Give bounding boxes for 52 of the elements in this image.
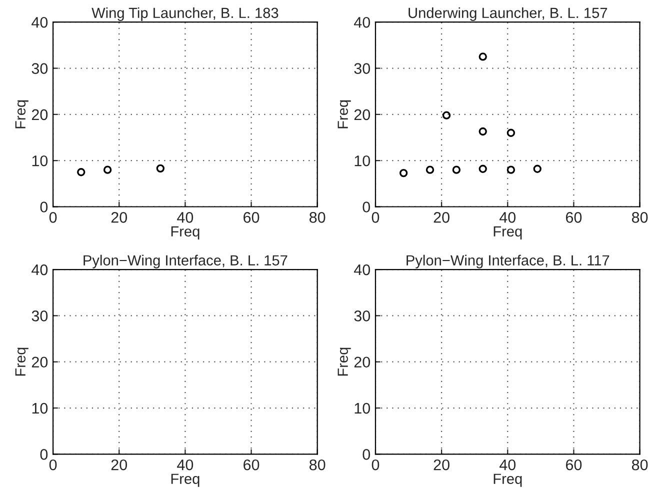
x-tick-label: 60 (566, 459, 582, 470)
x-tick-label: 20 (111, 459, 128, 470)
chart-title: Pylon−Wing Interface, B. L. 157 (84, 254, 288, 268)
y-tick-label: 0 (362, 449, 370, 460)
x-axis-title: Freq (171, 474, 200, 487)
x-axis-title: Freq (171, 226, 200, 240)
y-axis-title: Freq (15, 348, 28, 376)
y-tick-label: 10 (354, 155, 370, 166)
y-tick-label: 40 (354, 264, 370, 276)
x-tick-label: 40 (500, 459, 516, 470)
x-tick-label: 40 (177, 459, 194, 470)
y-tick-label: 0 (362, 202, 370, 212)
y-axis-title: Freq (15, 100, 28, 128)
x-tick-label: 40 (500, 212, 516, 223)
y-tick-label: 40 (32, 16, 48, 28)
x-tick-label: 40 (177, 212, 194, 223)
x-tick-label: 20 (434, 212, 450, 223)
chart-title: Wing Tip Launcher, B. L. 183 (92, 7, 278, 21)
y-tick-label: 30 (354, 310, 370, 322)
x-tick-label: 20 (111, 212, 128, 223)
x-axis-title: Freq (494, 474, 522, 487)
x-tick-label: 80 (632, 212, 648, 223)
y-tick-label: 30 (32, 310, 48, 322)
x-axis-title: Freq (494, 226, 522, 240)
chart-title: Underwing Launcher, B. L. 157 (408, 7, 608, 21)
x-tick-label: 80 (310, 459, 326, 470)
x-tick-label: 0 (372, 212, 380, 223)
y-tick-label: 20 (354, 356, 370, 368)
y-tick-label: 30 (354, 63, 370, 74)
x-tick-label: 60 (566, 212, 582, 223)
x-tick-label: 0 (49, 459, 57, 470)
y-tick-label: 20 (354, 109, 370, 120)
x-tick-label: 20 (434, 459, 450, 470)
y-tick-label: 40 (32, 264, 48, 276)
y-tick-label: 20 (32, 109, 48, 120)
x-tick-label: 80 (632, 459, 648, 470)
y-tick-label: 40 (354, 16, 370, 28)
x-tick-label: 60 (244, 459, 260, 470)
y-tick-label: 0 (40, 449, 48, 460)
chart-title: Pylon−Wing Interface, B. L. 117 (406, 254, 610, 268)
y-tick-label: 0 (40, 202, 48, 212)
x-tick-label: 60 (244, 212, 260, 223)
y-axis-title: Freq (338, 348, 351, 376)
y-tick-label: 20 (32, 356, 48, 368)
y-tick-label: 10 (354, 402, 370, 414)
y-tick-label: 30 (32, 63, 48, 74)
y-tick-label: 10 (32, 402, 48, 414)
x-tick-label: 0 (372, 459, 380, 470)
y-tick-label: 10 (32, 155, 48, 166)
y-axis-title: Freq (338, 100, 351, 128)
x-tick-label: 0 (49, 212, 57, 223)
x-tick-label: 80 (310, 212, 326, 223)
